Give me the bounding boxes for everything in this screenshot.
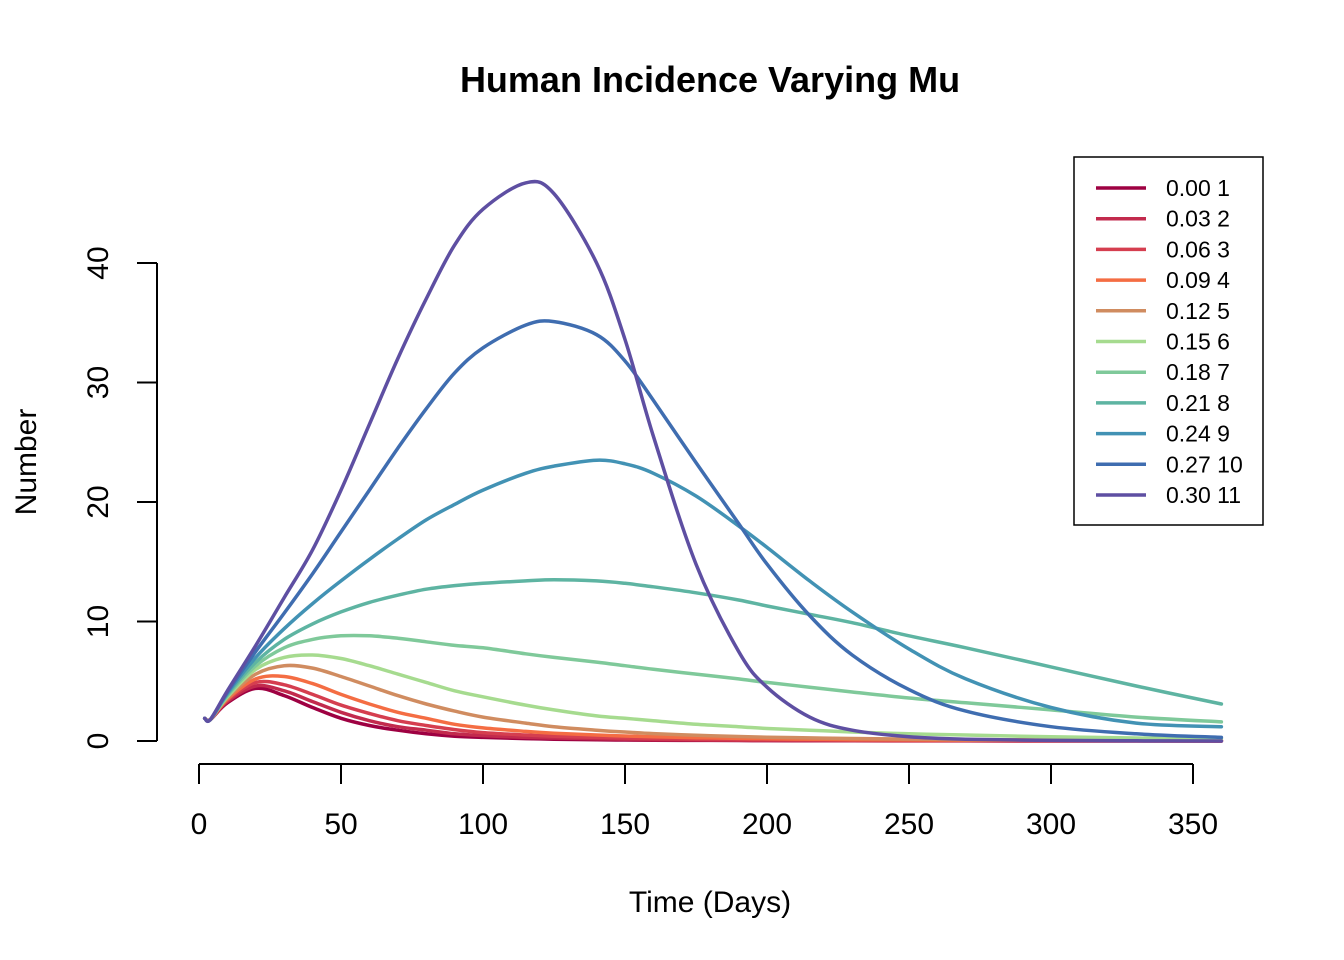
y-tick-label: 20 <box>82 485 115 518</box>
series-line-11 <box>202 179 1224 743</box>
legend-label: 0.27 10 <box>1166 451 1243 477</box>
x-tick-label: 200 <box>742 808 792 841</box>
legend-label: 0.30 11 <box>1166 482 1241 508</box>
y-tick-label: 40 <box>82 246 115 279</box>
y-tick-label: 0 <box>82 733 115 750</box>
x-tick-label: 250 <box>884 808 934 841</box>
legend: 0.00 1 0.03 2 0.06 3 0.09 4 0.12 5 0.15 6 0.18… <box>1073 156 1264 526</box>
series-line-9 <box>202 458 1224 729</box>
chart-title: Human Incidence Varying Mu <box>460 59 960 100</box>
legend-label: 0.12 5 <box>1166 298 1230 324</box>
x-axis-label: Time (Days) <box>629 886 791 919</box>
x-tick-label: 300 <box>1026 808 1076 841</box>
legend-label: 0.06 3 <box>1166 236 1230 262</box>
legend-label: 0.24 9 <box>1166 421 1230 447</box>
series-line-4 <box>202 674 1224 743</box>
legend-label: 0.21 8 <box>1166 390 1230 416</box>
legend-label: 0.03 2 <box>1166 206 1230 232</box>
y-axis-label: Number <box>10 409 43 516</box>
series-line-7 <box>202 633 1224 724</box>
x-tick-label: 50 <box>324 808 357 841</box>
x-tick-label: 100 <box>458 808 508 841</box>
series-line-8 <box>202 577 1224 723</box>
x-tick-label: 350 <box>1168 808 1218 841</box>
x-tick-label: 0 <box>191 808 208 841</box>
series-line-5 <box>202 663 1224 743</box>
series-line-1 <box>202 686 1224 743</box>
series-line-10 <box>202 319 1224 740</box>
legend-label: 0.00 1 <box>1166 175 1230 201</box>
y-tick-label: 30 <box>82 366 115 399</box>
legend-label: 0.18 7 <box>1166 359 1230 385</box>
x-tick-label: 150 <box>600 808 650 841</box>
series-line-6 <box>202 653 1224 741</box>
y-tick-label: 10 <box>82 605 115 638</box>
series-lines <box>202 179 1224 743</box>
axes: 0 50 100 150 200 250 300 350 0 10 20 30 40 <box>82 246 1218 841</box>
legend-label: 0.09 4 <box>1166 267 1230 293</box>
legend-label: 0.15 6 <box>1166 329 1230 355</box>
